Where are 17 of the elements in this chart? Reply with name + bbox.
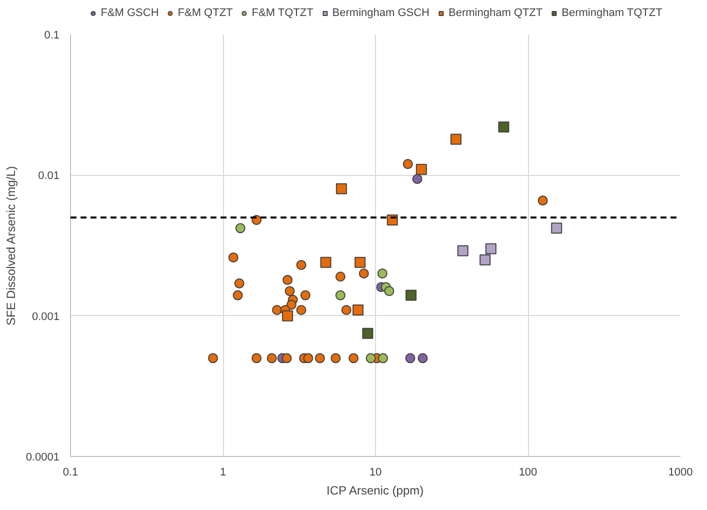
legend-label: Bermingham QTZT bbox=[448, 7, 543, 19]
y-tick-label: 0.0001 bbox=[26, 452, 60, 464]
legend-label: F&M TQTZT bbox=[252, 7, 314, 19]
x-axis-title: ICP Arsenic (ppm) bbox=[326, 484, 424, 498]
legend-label: F&M GSCH bbox=[100, 7, 159, 19]
legend-label: Bermingham GSCH bbox=[332, 7, 430, 19]
x-tick-label: 1 bbox=[220, 466, 226, 478]
y-axis-title: SFE Dissolved Arsenic (mg/L) bbox=[4, 166, 18, 326]
y-tick-label: 0.001 bbox=[32, 310, 60, 323]
y-tick-label: 0.1 bbox=[44, 30, 60, 42]
x-tick-label: 100 bbox=[518, 466, 538, 478]
x-tick-label: 0.1 bbox=[62, 466, 78, 478]
x-tick-label: 10 bbox=[369, 466, 382, 478]
x-tick-label: 1000 bbox=[668, 466, 693, 478]
y-tick-label: 0.01 bbox=[38, 170, 60, 182]
legend-label: Bermingham TQTZT bbox=[562, 7, 662, 19]
legend-label: F&M QTZT bbox=[178, 7, 233, 19]
